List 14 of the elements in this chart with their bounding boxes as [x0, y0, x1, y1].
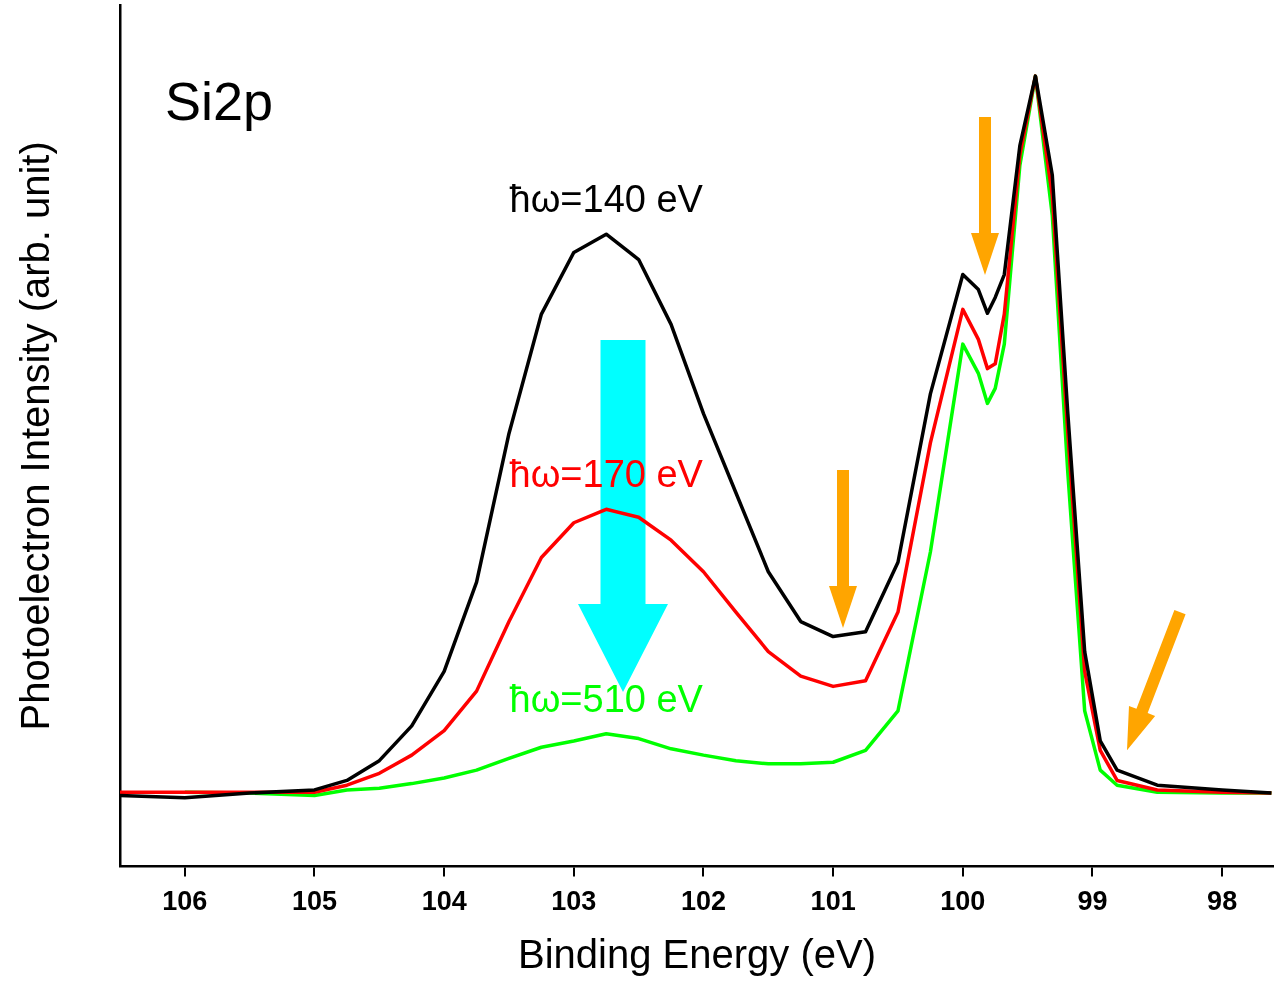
series-label: ħω=140 eV	[509, 178, 704, 221]
annotation: Si2p	[165, 71, 274, 131]
x-axis-title: Binding Energy (eV)	[518, 932, 876, 977]
x-tick-label: 104	[421, 886, 467, 917]
x-tick-label: 98	[1207, 886, 1238, 917]
series-label: ħω=510 eV	[509, 677, 704, 720]
y-axis-title: Photoelectron Intensity (arb. unit)	[13, 141, 58, 731]
x-tick-label: 105	[291, 886, 338, 917]
x-tick-label: 100	[940, 886, 986, 917]
x-tick-label: 106	[162, 886, 208, 917]
x-tick-label: 103	[551, 886, 597, 917]
x-tick-label: 102	[680, 886, 727, 917]
x-tick-label: 101	[810, 886, 856, 917]
x-tick-label: 99	[1077, 886, 1108, 917]
